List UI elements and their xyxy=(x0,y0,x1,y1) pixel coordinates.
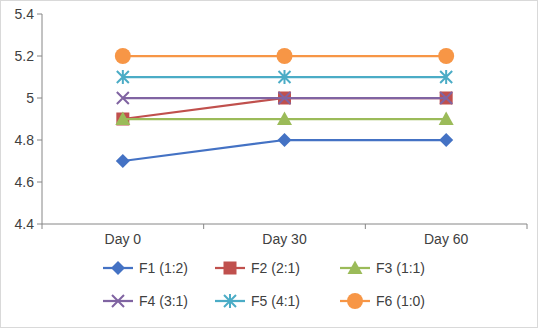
legend-label: F5 (4:1) xyxy=(251,293,300,309)
chart: 4.4 4.6 4.8 5 5.2 5.4 Day 0 Day 30 Day 60 F1 (1:2… xyxy=(0,0,538,328)
legend-marker xyxy=(348,261,363,275)
point xyxy=(440,92,452,104)
legend-marker xyxy=(112,295,124,307)
y-tick-label: 4.6 xyxy=(15,174,35,190)
point xyxy=(438,48,454,64)
x-tick xyxy=(527,224,528,229)
y-tick-label: 5.2 xyxy=(15,48,35,64)
x-tick-label: Day 30 xyxy=(262,231,307,247)
point xyxy=(277,112,292,126)
legend-label: F1 (1:2) xyxy=(139,260,188,276)
chart-border xyxy=(1,1,538,328)
legend-marker xyxy=(111,261,125,275)
point xyxy=(115,48,131,64)
y-tick xyxy=(37,224,42,225)
point xyxy=(277,48,293,64)
x-tick xyxy=(203,224,204,229)
point xyxy=(279,70,291,84)
point xyxy=(117,92,129,104)
y-axis xyxy=(42,14,43,224)
plot-area xyxy=(115,48,454,168)
point xyxy=(116,154,130,168)
legend-label: F4 (3:1) xyxy=(139,293,188,309)
y-tick-label: 5.4 xyxy=(15,6,35,22)
point xyxy=(439,112,454,126)
y-tick xyxy=(37,56,42,57)
point xyxy=(279,92,291,104)
point xyxy=(117,70,129,84)
legend-entry: F6 (1:0) xyxy=(340,293,425,309)
point xyxy=(439,133,453,147)
legend-label: F3 (1:1) xyxy=(376,260,425,276)
x-axis xyxy=(42,224,527,225)
y-tick xyxy=(37,182,42,183)
legend-label: F2 (2:1) xyxy=(251,260,300,276)
point xyxy=(440,70,452,84)
legend-entry: F3 (1:1) xyxy=(340,260,425,276)
legend-label: F6 (1:0) xyxy=(376,293,425,309)
y-tick xyxy=(37,140,42,141)
legend-entry: F4 (3:1) xyxy=(103,293,188,309)
x-tick xyxy=(42,224,43,229)
legend-entry: F2 (2:1) xyxy=(215,260,300,276)
legend-entry: F1 (1:2) xyxy=(103,260,188,276)
legend-marker xyxy=(224,294,236,308)
x-tick xyxy=(365,224,366,229)
y-tick-label: 4.4 xyxy=(15,216,35,232)
y-tick-label: 4.8 xyxy=(15,132,35,148)
x-tick-label: Day 0 xyxy=(105,231,142,247)
y-tick xyxy=(37,98,42,99)
legend-marker xyxy=(224,262,237,275)
y-tick xyxy=(37,14,42,15)
x-tick-label: Day 60 xyxy=(424,231,469,247)
legend-entry: F5 (4:1) xyxy=(215,293,300,309)
point xyxy=(115,112,130,126)
legend-marker xyxy=(347,293,363,309)
point xyxy=(278,133,292,147)
y-tick-label: 5 xyxy=(26,90,34,106)
